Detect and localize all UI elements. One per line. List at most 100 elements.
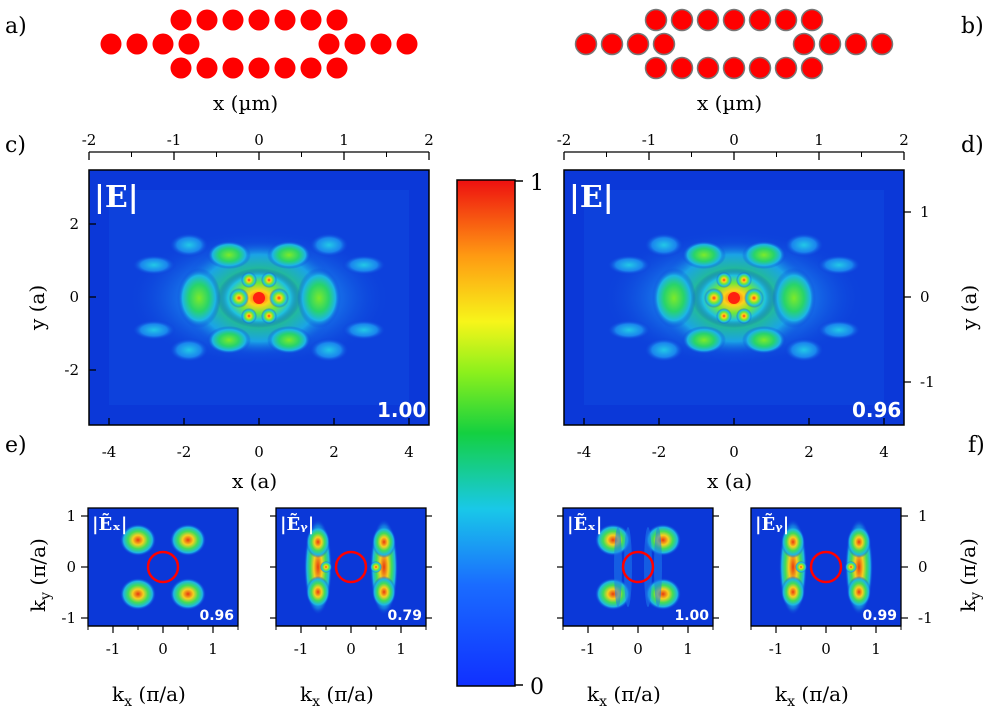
k-ylabel-right: ky (π/a) <box>956 538 984 612</box>
k-lobe <box>781 526 805 558</box>
k-xlabel-1: kx (π/a) <box>112 682 186 710</box>
k-x-tick-label: -1 <box>294 640 309 658</box>
k-hotspot <box>845 561 857 573</box>
k-lobe <box>170 578 206 610</box>
main-map-axes: -4 -2 0 2 4 2 0 -2 -4 -2 0 2 4 1 0 -1 <box>64 203 934 461</box>
k-lobe <box>120 524 156 556</box>
k-value: 0.96 <box>199 608 234 624</box>
k-x-tick-label: 1 <box>683 640 693 658</box>
top-tick-label: -2 <box>557 131 572 149</box>
field-value-left: 1.00 <box>377 398 426 422</box>
xlabel-main-left: x (a) <box>232 469 277 493</box>
top-tick-label: 1 <box>814 131 824 149</box>
y-tick-label: 2 <box>69 215 79 233</box>
x-tick-label: -2 <box>652 443 667 461</box>
structure-dot <box>870 32 894 56</box>
structure-dot <box>696 56 720 80</box>
k-lobe <box>847 576 871 608</box>
k-lobe <box>645 524 681 556</box>
structure-dot <box>274 9 296 31</box>
light-cone-ring <box>146 550 180 584</box>
colorbar-min: 0 <box>530 675 544 700</box>
structure-dot <box>300 57 322 79</box>
structure-dot <box>152 33 174 55</box>
x-tick-label: 4 <box>879 443 889 461</box>
k-hotspot <box>370 561 382 573</box>
structure-dot <box>748 56 772 80</box>
y-tick-label: -1 <box>920 373 935 391</box>
y-tick-label: 1 <box>920 203 930 221</box>
k-x-tick-label: 0 <box>158 640 168 658</box>
panel-label-c: c) <box>5 133 26 158</box>
k-y-tick-label: 0 <box>66 558 76 576</box>
x-tick-label: 4 <box>404 443 414 461</box>
top-tick-label: 0 <box>729 131 739 149</box>
k-lobe <box>372 576 396 608</box>
colorbar-max: 1 <box>530 171 544 196</box>
structure-dot <box>318 33 340 55</box>
structure-dot <box>574 32 598 56</box>
k-lobe <box>120 578 156 610</box>
k-space-map: |Ẽₓ| 0.96 -1 0 1 1 0 -1 <box>61 507 239 658</box>
k-x-tick-label: 0 <box>633 640 643 658</box>
k-y-tick-label: 0 <box>918 558 928 576</box>
k-space-map: |Ẽₓ| 1.00 -1 0 1 <box>557 507 719 658</box>
k-xlabel-3: kx (π/a) <box>587 682 661 710</box>
structure-dot <box>222 57 244 79</box>
structure-dot <box>818 32 842 56</box>
k-hotspot <box>795 561 807 573</box>
structure-dot <box>248 57 270 79</box>
field-title-left: |E| <box>94 180 139 215</box>
structure-dot <box>644 56 668 80</box>
k-value: 0.79 <box>387 608 422 624</box>
structure-dot <box>774 8 798 32</box>
k-field-label: |Ẽₓ| <box>567 512 602 535</box>
k-x-tick-label: 0 <box>346 640 356 658</box>
k-hotspot <box>320 561 332 573</box>
panel-label-e: e) <box>5 433 27 458</box>
structure-xlabel-a: x (µm) <box>213 91 278 115</box>
k-fringe <box>644 527 652 607</box>
panel-label-b: b) <box>961 14 984 39</box>
light-cone-ring <box>621 550 655 584</box>
x-tick-label: 2 <box>329 443 339 461</box>
structure-dot <box>274 57 296 79</box>
colorbar <box>456 179 523 687</box>
k-fringe <box>654 527 662 607</box>
structure-dot <box>774 56 798 80</box>
k-xlabel-2: kx (π/a) <box>300 682 374 710</box>
field-map-left <box>88 169 430 426</box>
structure-dot <box>326 57 348 79</box>
k-map-background <box>563 508 713 626</box>
structure-dot <box>792 32 816 56</box>
structure-dot <box>844 32 868 56</box>
k-map-background <box>276 508 426 626</box>
x-tick-label: 2 <box>804 443 814 461</box>
top-um-axes: -2 -1 0 1 2 -2 -1 0 1 2 <box>82 131 909 160</box>
k-ylabel-left: ky (π/a) <box>26 538 54 612</box>
k-space-panels: |Ẽₓ| 0.96 -1 0 1 1 0 -1 |Ẽᵧ| 0.79 -1 0 1 |Ẽₓ| 1.00 -1 0 1… <box>61 507 932 658</box>
y-tick-label: -2 <box>64 361 79 379</box>
structure-diagram-a <box>100 9 418 79</box>
top-tick-label: 2 <box>424 131 434 149</box>
field-map-right <box>563 169 905 426</box>
k-x-tick-label: 1 <box>871 640 881 658</box>
k-lobe <box>847 526 871 558</box>
structure-dot <box>248 9 270 31</box>
k-lobe <box>306 576 330 608</box>
panel-label-d: d) <box>961 133 984 158</box>
structure-dot <box>100 33 122 55</box>
light-cone-ring <box>809 550 843 584</box>
light-cone-ring <box>334 550 368 584</box>
k-y-tick-label: 1 <box>66 507 76 525</box>
panel-label-a: a) <box>5 14 27 39</box>
k-value: 0.99 <box>862 608 897 624</box>
structure-dot <box>722 8 746 32</box>
structure-dot <box>800 56 824 80</box>
ylabel-right: y (a) <box>957 285 981 331</box>
structure-dot <box>652 32 676 56</box>
k-lobe <box>595 578 631 610</box>
x-tick-label: -4 <box>577 443 592 461</box>
structure-dot <box>696 8 720 32</box>
